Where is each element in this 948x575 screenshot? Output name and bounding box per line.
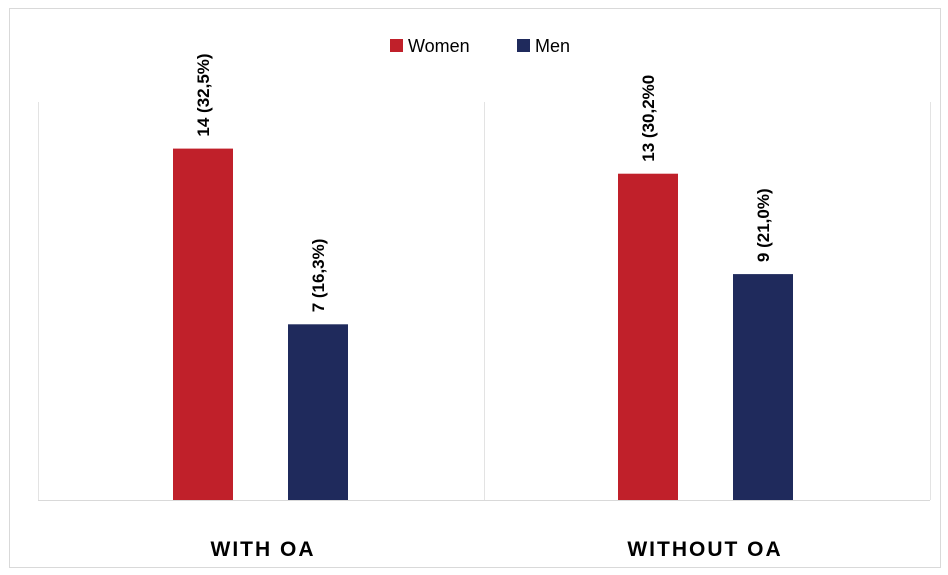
category-label-1: WITH OA [211,538,316,561]
data-label-women-1: 14 (32,5%) [194,53,213,136]
bars [173,148,793,500]
legend-label-men: Men [535,36,570,56]
legend: Women Men [390,36,570,56]
legend-label-women: Women [408,36,470,56]
data-label-men-2: 9 (21,0%) [754,188,773,262]
bar-women-2 [618,173,678,500]
legend-item-men: Men [517,36,570,56]
data-label-men-1: 7 (16,3%) [309,239,328,313]
legend-swatch-men [517,39,530,52]
legend-item-women: Women [390,36,470,56]
legend-swatch-women [390,39,403,52]
bar-men-1 [288,324,348,500]
category-label-2: WITHOUT OA [627,538,782,561]
bar-women-1 [173,148,233,500]
data-label-women-2: 13 (30,2%0 [639,75,658,162]
bar-men-2 [733,274,793,500]
category-labels: WITH OA WITHOUT OA [211,538,782,561]
data-labels: 14 (32,5%) 7 (16,3%) 13 (30,2%0 9 (21,0%) [194,53,773,312]
category-separators [38,102,931,500]
